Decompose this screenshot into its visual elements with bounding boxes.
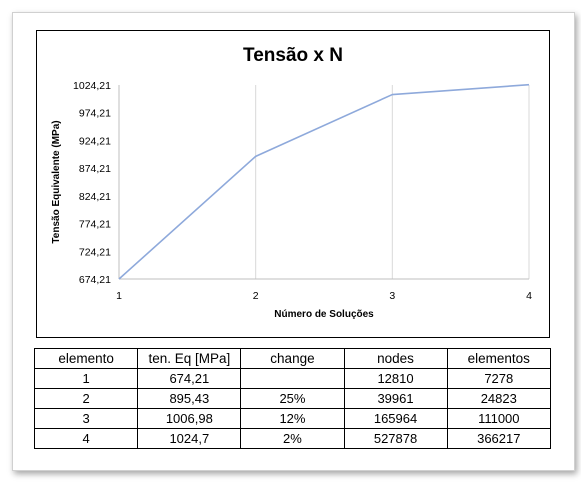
table-cell: 111000 (446, 408, 552, 429)
y-tick-label: 674,21 (79, 274, 111, 286)
table-row: 4 1024,7 2% 527878 366217 (33, 428, 552, 449)
table-cell: 527878 (343, 428, 448, 449)
y-tick-label: 924,21 (79, 135, 111, 147)
x-tick-label: 2 (253, 290, 259, 302)
table-cell: 24823 (446, 388, 552, 409)
table-cell: 3 (33, 408, 139, 429)
header-change: change (240, 348, 345, 369)
x-tick-label: 4 (526, 290, 532, 302)
y-tick-label: 824,21 (79, 191, 111, 203)
table-cell: 2 (33, 388, 139, 409)
y-tick-label: 774,21 (79, 219, 111, 231)
header-nodes: nodes (343, 348, 448, 369)
table-cell: 2% (240, 428, 345, 449)
x-tick-label: 1 (116, 290, 122, 302)
table-cell: 25% (240, 388, 345, 409)
results-table: elemento ten. Eq [MPa] change nodes elem… (33, 348, 552, 449)
series-line (118, 83, 530, 280)
table-cell: 4 (33, 428, 139, 449)
x-tick-label: 3 (389, 290, 395, 302)
table-header-row: elemento ten. Eq [MPa] change nodes elem… (33, 348, 552, 369)
y-axis-title: Tensão Equivalente (MPa) (51, 120, 62, 243)
header-tensao: ten. Eq [MPa] (137, 348, 242, 369)
table-cell: 7278 (446, 368, 552, 389)
table-cell: 1024,7 (137, 428, 242, 449)
y-tick-label: 874,21 (79, 163, 111, 175)
table-cell: 1006,98 (137, 408, 242, 429)
table-cell: 12% (240, 408, 345, 429)
table-cell: 39961 (343, 388, 448, 409)
table-cell (240, 368, 345, 389)
table-cell: 12810 (343, 368, 448, 389)
table-row: 2 895,43 25% 39961 24823 (33, 388, 552, 409)
chart-title: Tensão x N (243, 45, 343, 66)
x-axis-title: Número de Soluções (274, 309, 374, 320)
line-chart: 674,21 724,21 774,21 824,21 874,21 924,21 974,… (51, 80, 532, 320)
table-cell: 1 (33, 368, 139, 389)
y-tick-label: 974,21 (79, 108, 111, 120)
table-row: 1 674,21 12810 7278 (33, 368, 552, 389)
chart-area: Tensão x N 674,21 724,21 774,21 824,21 874,2… (36, 30, 550, 338)
table-row: 3 1006,98 12% 165964 111000 (33, 408, 552, 429)
header-elementos: elementos (446, 348, 552, 369)
header-elemento: elemento (33, 348, 139, 369)
table-cell: 165964 (343, 408, 448, 429)
table-cell: 674,21 (137, 368, 242, 389)
table-cell: 895,43 (137, 388, 242, 409)
table-cell: 366217 (446, 428, 552, 449)
y-tick-label: 1024,21 (73, 80, 111, 92)
y-tick-label: 724,21 (79, 246, 111, 258)
